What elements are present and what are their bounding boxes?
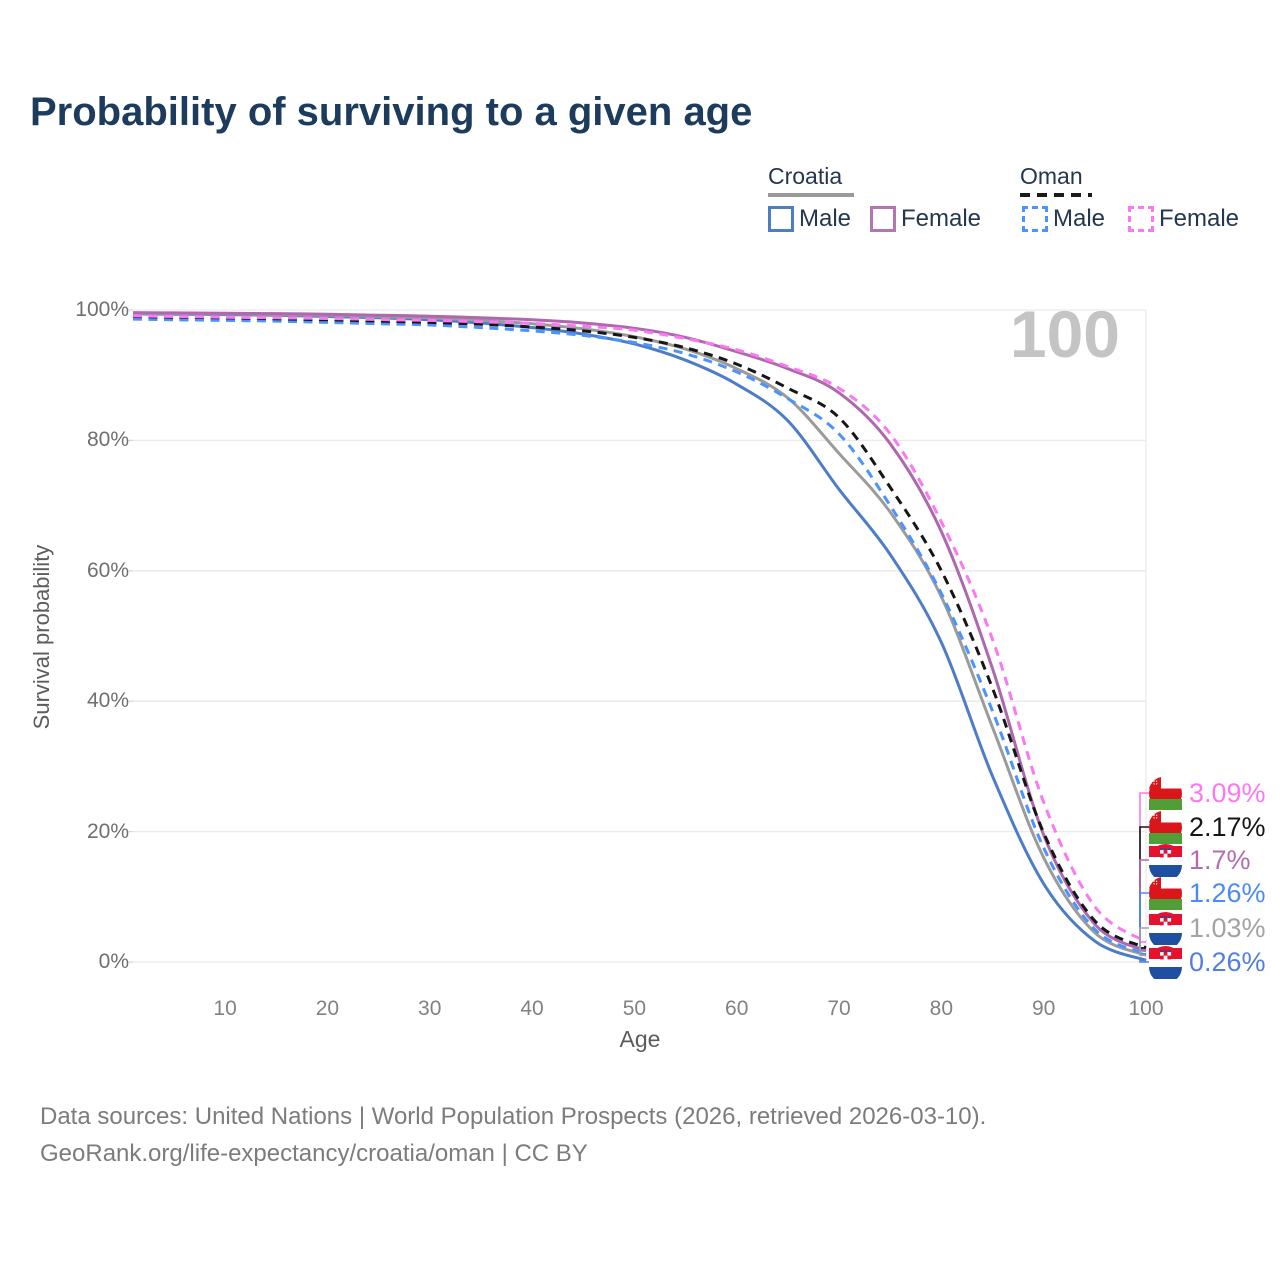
- oman-flag-icon: [1149, 810, 1182, 844]
- x-tick-label-10: 10: [213, 997, 237, 1020]
- oman-flag-icon: [1149, 876, 1182, 910]
- oman-flag-icon: [1149, 776, 1182, 810]
- end-label-connector-croatia-both: [1139, 927, 1149, 957]
- y-tick-label-20: 20%: [86, 819, 129, 843]
- legend-item-oman-female[interactable]: Female: [1128, 205, 1239, 233]
- x-tick-label-70: 70: [827, 997, 851, 1020]
- end-label-connector-oman-female: [1139, 792, 1149, 943]
- end-label-connector-croatia-female: [1139, 859, 1149, 952]
- x-tick-label-50: 50: [622, 997, 647, 1020]
- legend-group-croatia: Croatia: [768, 163, 854, 197]
- x-tick-label-20: 20: [315, 997, 340, 1020]
- footer-attribution: GeoRank.org/life-expectancy/croatia/oman…: [40, 1140, 588, 1167]
- x-tick-label-90: 90: [1031, 997, 1056, 1020]
- oman-flag-icon: [1149, 876, 1182, 910]
- x-tick-label-80: 80: [929, 997, 954, 1020]
- end-label-croatia-both: 1.03%: [1149, 911, 1266, 945]
- croatia-flag-icon: [1149, 945, 1182, 979]
- y-tick-label-80: 80%: [86, 428, 129, 452]
- x-tick-label-30: 30: [418, 997, 442, 1020]
- croatia-flag-icon: [1149, 911, 1182, 945]
- croatia-flag-icon: [1149, 911, 1182, 945]
- age-counter-watermark: 100: [1009, 297, 1120, 371]
- x-tick-label-100: 100: [1128, 997, 1164, 1020]
- curve-oman-male: [132, 317, 1147, 956]
- oman-flag-icon: [1149, 810, 1182, 844]
- end-label-value: 2.17%: [1189, 811, 1266, 842]
- oman-flag-icon: [1149, 776, 1182, 810]
- legend-croatia-line-sample: [768, 193, 854, 197]
- end-label-value: 1.7%: [1189, 844, 1251, 875]
- legend-group-oman: Oman: [1020, 163, 1092, 197]
- x-tick-label-60: 60: [725, 997, 749, 1020]
- end-label-croatia-male: 0.26%: [1149, 945, 1266, 979]
- end-label-oman-both: 2.17%: [1149, 810, 1266, 844]
- end-label-oman-female: 3.09%: [1149, 776, 1266, 810]
- legend-item-croatia-female[interactable]: Female: [870, 205, 981, 233]
- curve-croatia-male: [132, 312, 1147, 962]
- legend-item-oman-male[interactable]: Male: [1022, 205, 1105, 233]
- y-tick-label-0: 0%: [98, 950, 129, 973]
- y-axis-title: Survival probability: [29, 544, 54, 730]
- page-title: Probability of surviving to a given age: [30, 90, 753, 134]
- croatia-flag-icon: [1149, 945, 1182, 979]
- end-label-value: 3.09%: [1189, 777, 1266, 808]
- legend-croatia-female-label: Female: [901, 205, 982, 232]
- legend-oman-line-sample: [1020, 193, 1092, 197]
- oman-female-swatch-icon: [1128, 206, 1154, 232]
- legend-croatia-male-label: Male: [799, 205, 852, 232]
- end-label-connector-croatia-male: [1139, 959, 1149, 963]
- end-label-croatia-female: 1.7%: [1149, 843, 1251, 877]
- curve-oman-both: [132, 315, 1147, 950]
- y-tick-label-100: 100%: [75, 298, 129, 321]
- end-label-value: 1.26%: [1189, 877, 1266, 908]
- end-label-connector-oman-male: [1139, 892, 1149, 955]
- y-tick-label-60: 60%: [86, 558, 129, 582]
- curve-croatia-female: [132, 311, 1147, 953]
- oman-male-swatch-icon: [1022, 206, 1048, 232]
- footer-sources: Data sources: United Nations | World Pop…: [40, 1103, 987, 1130]
- croatia-flag-icon: [1149, 843, 1182, 877]
- end-label-connector-oman-both: [1139, 826, 1149, 949]
- curve-oman-female: [132, 314, 1147, 944]
- legend-oman-label: Oman: [1020, 163, 1083, 189]
- y-tick-label-40: 40%: [86, 689, 129, 713]
- croatia-male-swatch-icon: [768, 206, 794, 232]
- end-label-value: 1.03%: [1189, 912, 1266, 943]
- legend-croatia-label: Croatia: [768, 163, 843, 189]
- legend-oman-female-label: Female: [1159, 205, 1240, 232]
- x-tick-label-40: 40: [520, 997, 544, 1020]
- curve-croatia-both: [132, 311, 1147, 957]
- croatia-flag-icon: [1149, 843, 1182, 877]
- legend-oman-male-label: Male: [1053, 205, 1106, 232]
- croatia-female-swatch-icon: [870, 206, 896, 232]
- end-label-value: 0.26%: [1189, 946, 1266, 977]
- end-label-oman-male: 1.26%: [1149, 876, 1266, 910]
- x-axis-title: Age: [619, 1026, 661, 1052]
- legend-item-croatia-male[interactable]: Male: [768, 205, 851, 233]
